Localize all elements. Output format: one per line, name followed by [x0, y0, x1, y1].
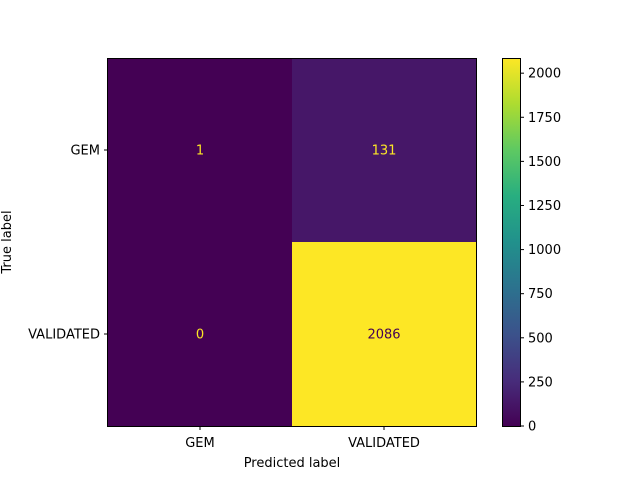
colorbar-tick-label: 750 — [528, 287, 553, 302]
y-axis-ticks: GEM VALIDATED — [28, 144, 108, 343]
colorbar-tick-label: 1750 — [528, 111, 561, 126]
matrix-cell — [108, 58, 293, 243]
cell-value-labels: 1 131 0 2086 — [196, 144, 401, 343]
colorbar-tick-label: 1250 — [528, 199, 561, 214]
colorbar — [502, 58, 520, 426]
cell-value-label: 0 — [196, 328, 204, 343]
cell-value-label: 2086 — [367, 328, 400, 343]
x-axis-label: Predicted label — [244, 456, 341, 471]
matrix-cell — [292, 242, 477, 427]
colorbar-tick-label: 250 — [528, 375, 553, 390]
colorbar-frame — [502, 58, 521, 427]
colorbar-tick-label: 1500 — [528, 155, 561, 170]
y-tick-label: VALIDATED — [28, 328, 100, 343]
matrix-cells — [108, 58, 477, 427]
x-tick-label: VALIDATED — [348, 436, 420, 451]
colorbar-tick-label: 0 — [528, 420, 536, 435]
x-axis-ticks: GEM VALIDATED — [185, 426, 420, 451]
colorbar-tick-label: 2000 — [528, 67, 561, 82]
cell-value-label: 1 — [196, 144, 204, 159]
colorbar-tick-label: 500 — [528, 331, 553, 346]
x-tick-label: GEM — [185, 436, 215, 451]
cell-value-label: 131 — [372, 144, 397, 159]
matrix-cell — [108, 242, 293, 427]
colorbar-tick-label: 1000 — [528, 243, 561, 258]
plot-frame — [107, 58, 477, 427]
y-axis-label: True label — [0, 210, 15, 274]
colorbar-ticks: 0 250 500 750 1000 1250 1500 1750 2000 — [520, 67, 561, 435]
matrix-cell — [292, 58, 477, 243]
y-tick-label: GEM — [70, 144, 100, 159]
